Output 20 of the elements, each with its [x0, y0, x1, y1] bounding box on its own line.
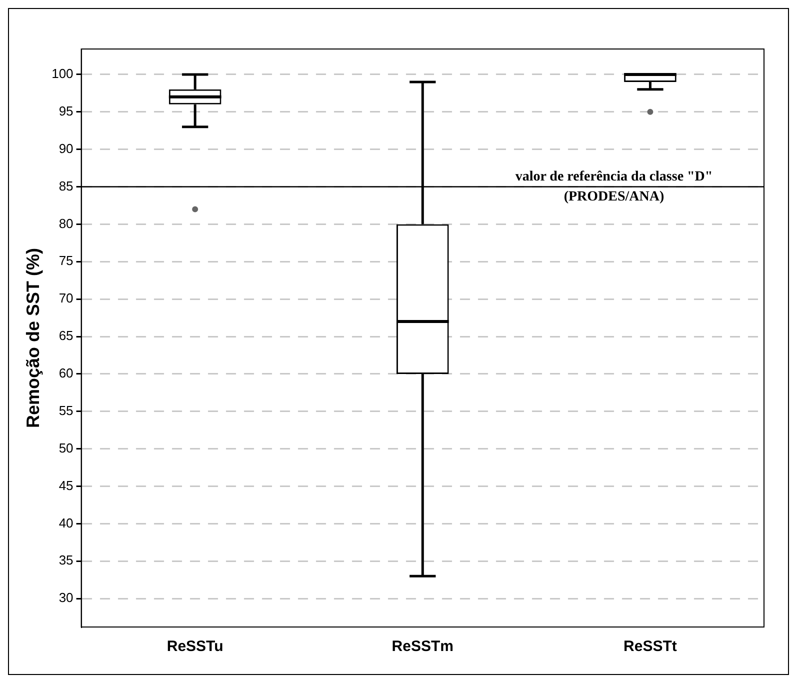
y-tick-label: 40: [58, 515, 74, 530]
y-tick-label: 65: [58, 328, 74, 344]
y-tick-label: 45: [58, 478, 74, 493]
y-tick-label: 30: [58, 590, 74, 606]
y-tick-label: 80: [58, 216, 74, 231]
ref-line-label: valor de referência da classe "D" (PRODES/ANA): [515, 169, 713, 204]
y-tick-label: 70: [58, 290, 74, 306]
x-tick-label: ReSSTu: [166, 638, 224, 656]
x-tick-label: ReSSTm: [392, 638, 454, 656]
y-tick-label: 55: [58, 402, 74, 418]
y-tick-label: 35: [58, 552, 74, 568]
y-tick-label: 50: [58, 440, 74, 456]
y-tick-label: 75: [58, 253, 74, 268]
y-tick-label: 60: [58, 366, 74, 381]
y-tick-label: 90: [58, 140, 74, 156]
y-tick-label: 95: [58, 103, 74, 118]
y-tick-label: 85: [58, 178, 74, 194]
x-tick-label: ReSSTt: [624, 638, 677, 656]
y-tick-label: 100: [52, 66, 74, 82]
y-axis-title: Remoção de SST (%): [22, 248, 43, 428]
